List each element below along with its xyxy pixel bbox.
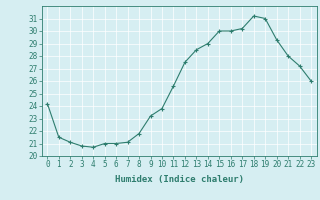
X-axis label: Humidex (Indice chaleur): Humidex (Indice chaleur): [115, 175, 244, 184]
